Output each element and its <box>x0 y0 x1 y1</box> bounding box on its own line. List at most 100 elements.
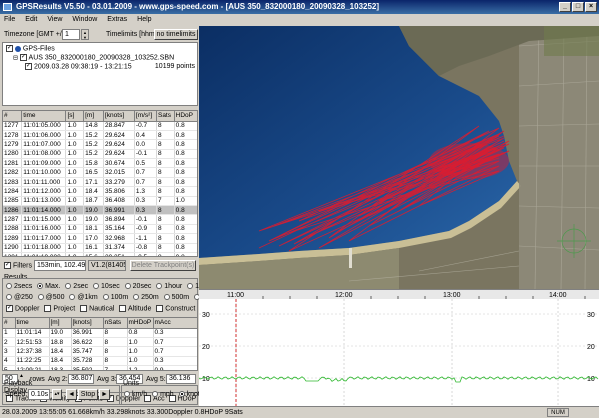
radio-option[interactable]: mph <box>152 391 174 398</box>
column-header[interactable]: time <box>21 111 67 122</box>
radio-option[interactable]: @500 <box>37 294 64 301</box>
table-row[interactable]: 1283 11:01:11.000 1.0 17.1 33.279 0.7 8 0.8 <box>3 177 197 188</box>
table-row[interactable]: 1285 11:01:13.000 1.0 18.7 36.408 0.3 7 1.0 <box>3 196 197 207</box>
radio-option[interactable]: 250m <box>133 294 159 301</box>
table-row[interactable]: 5 12:09:21 18.3 35.592 7 1.2 0.9 <box>3 365 197 370</box>
column-header[interactable]: [m] <box>83 111 104 122</box>
tree-root[interactable]: ✓ GPS-Files <box>6 45 55 52</box>
check-option[interactable]: ✓ Doppler <box>6 305 40 313</box>
table-row[interactable]: 1277 11:01:05.000 1.0 14.8 28.847 -0.7 8 0.8 <box>3 121 197 131</box>
radio-option[interactable]: 500m <box>163 294 189 301</box>
radio-icon[interactable] <box>156 283 163 290</box>
radio-option[interactable]: km/h <box>124 391 147 398</box>
tree-file[interactable]: ⊟ ✓ AUS 350_832000180_20090328_103252.SB… <box>13 54 174 61</box>
table-row[interactable]: 1279 11:01:07.000 1.0 15.2 29.624 0.0 8 0.8 <box>3 139 197 150</box>
radio-icon[interactable] <box>6 294 12 301</box>
checkbox-icon[interactable] <box>6 395 13 402</box>
timezone-input[interactable]: 1 <box>62 29 80 40</box>
rows-count-field[interactable]: 50 <box>2 374 18 384</box>
maximize-button[interactable]: □ <box>572 2 584 12</box>
column-header[interactable]: [m/s²] <box>134 111 157 122</box>
table-row[interactable]: 1286 11:01:14.000 1.0 19.0 36.991 0.3 8 0.8 <box>3 205 197 216</box>
tree-minus-icon[interactable]: ⊟ <box>13 55 19 62</box>
delete-trackpoints-button[interactable]: Delete Trackpoint(s) <box>130 260 196 271</box>
radio-icon[interactable] <box>124 391 130 398</box>
radio-icon[interactable] <box>6 283 12 290</box>
close-button[interactable]: × <box>585 2 597 12</box>
radio-option[interactable]: @1km <box>69 294 98 301</box>
radio-icon[interactable] <box>133 294 140 301</box>
checkbox-icon[interactable] <box>119 305 127 312</box>
menu-extras[interactable]: Extras <box>107 16 128 23</box>
menu-file[interactable]: File <box>4 16 16 23</box>
column-header[interactable]: # <box>3 318 16 329</box>
timezone-spinner[interactable]: ▲ ▼ <box>81 29 89 40</box>
check-option[interactable]: Altitude <box>119 305 151 312</box>
stop-button[interactable]: Stop <box>78 389 98 400</box>
satellite-map[interactable] <box>199 26 599 289</box>
table-row[interactable]: 1288 11:01:16.000 1.0 18.1 35.164 -0.9 8 0.8 <box>3 224 197 235</box>
checkbox-icon[interactable] <box>44 305 52 312</box>
column-header[interactable]: # <box>3 111 23 122</box>
tree-session[interactable]: ✓ 2009.03.28 09:38:19 - 13:21:15 10199 p… <box>25 63 195 70</box>
play-button[interactable]: ► <box>99 389 110 400</box>
checkbox-icon[interactable]: ✓ <box>6 45 13 52</box>
column-header[interactable]: mAcc <box>153 318 197 329</box>
no-timelimits-button[interactable]: no timelimits <box>154 29 198 40</box>
radio-option[interactable]: 10sec <box>93 283 120 290</box>
column-header[interactable]: [knots] <box>71 318 104 329</box>
menu-view[interactable]: View <box>47 16 63 23</box>
table-row[interactable]: 1280 11:01:08.000 1.0 15.2 29.624 -0.1 8 0.8 <box>3 149 197 160</box>
check-option[interactable]: Nautical <box>80 305 114 312</box>
speed-chart[interactable]: 11:00 12:00 13:00 14:00 30 30 20 20 10 10 <box>198 289 599 407</box>
column-header[interactable]: time <box>15 318 50 329</box>
radio-option[interactable]: Max. <box>37 283 60 290</box>
radio-option[interactable]: 2secs <box>6 283 32 290</box>
radio-icon[interactable] <box>178 391 185 398</box>
checkbox-icon[interactable] <box>168 395 176 402</box>
radio-option[interactable]: 1hour <box>156 283 182 290</box>
check-option[interactable]: Project <box>44 305 75 312</box>
check-option[interactable]: Tracks <box>6 395 36 402</box>
column-header[interactable]: nSats <box>103 318 128 329</box>
column-header[interactable]: mHDoP <box>127 318 154 329</box>
playback-speed-field[interactable]: 0.10s <box>28 389 50 400</box>
minimize-button[interactable]: _ <box>559 2 571 12</box>
radio-icon[interactable] <box>102 294 109 301</box>
radio-icon[interactable] <box>69 294 76 301</box>
radio-option[interactable]: 2sec <box>65 283 88 290</box>
menu-window[interactable]: Window <box>72 16 98 23</box>
checkbox-icon[interactable]: ✓ <box>25 63 32 70</box>
table-row[interactable]: 1290 11:01:18.000 1.0 16.1 31.374 -0.8 8 0.8 <box>3 243 197 253</box>
column-header[interactable]: Sats <box>156 111 175 122</box>
checkbox-icon[interactable] <box>156 305 164 312</box>
column-header[interactable]: HDoP <box>174 111 197 122</box>
table-row[interactable]: 1278 11:01:06.000 1.0 15.2 29.624 0.4 8 0.8 <box>3 130 197 141</box>
checkbox-icon[interactable] <box>80 305 88 312</box>
check-option[interactable]: Acc <box>144 395 165 402</box>
chart-canvas[interactable]: 11:00 12:00 13:00 14:00 30 30 20 20 10 10 <box>198 290 599 407</box>
rows-spinner[interactable]: ▲ <box>19 373 24 379</box>
column-header[interactable]: [knots] <box>103 111 135 122</box>
checkbox-icon[interactable]: ✓ <box>6 305 13 312</box>
table-row[interactable]: 129111:01:19.0001.015.630.351-0.580.8 <box>3 252 197 256</box>
table-row[interactable]: 3 12:37:38 18.4 35.747 8 1.0 0.7 <box>3 346 197 357</box>
table-row[interactable]: 1 11:01:14 19.0 36.991 8 0.8 0.3 <box>3 328 197 338</box>
radio-icon[interactable] <box>124 283 131 290</box>
column-header[interactable]: [s] <box>65 111 85 122</box>
radio-option[interactable]: 20sec <box>124 283 151 290</box>
check-option[interactable]: HDoP <box>168 395 196 402</box>
speed-spinner[interactable]: ▴▾ <box>52 389 62 400</box>
radio-option[interactable]: knots <box>178 391 203 398</box>
column-header[interactable]: [m] <box>49 318 72 329</box>
radio-icon[interactable] <box>152 391 159 398</box>
map-view[interactable] <box>199 26 599 289</box>
table-row[interactable]: 1281 11:01:09.000 1.0 15.8 30.674 0.5 8 0.8 <box>3 158 197 169</box>
checkbox-icon[interactable]: ✓ <box>19 54 27 61</box>
radio-icon[interactable] <box>93 283 100 290</box>
menu-edit[interactable]: Edit <box>25 16 38 23</box>
table-row[interactable]: 1287 11:01:15.000 1.0 19.0 36.894 -0.1 8 0.8 <box>3 214 197 225</box>
check-option[interactable]: Construct <box>156 305 195 312</box>
table-row[interactable]: 1284 11:01:12.000 1.0 18.4 35.806 1.3 8 0.8 <box>3 186 197 197</box>
radio-icon[interactable] <box>37 283 44 290</box>
